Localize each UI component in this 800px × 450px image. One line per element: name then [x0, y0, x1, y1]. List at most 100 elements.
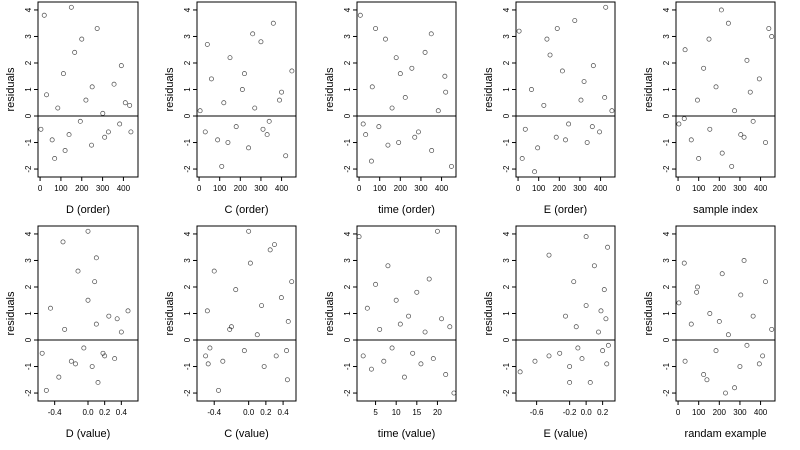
- data-point: [578, 97, 584, 103]
- data-point: [368, 158, 374, 164]
- data-point: [85, 228, 91, 234]
- y-tick-label: 1: [502, 311, 511, 316]
- data-point: [747, 89, 753, 95]
- y-tick-label: 1: [183, 311, 192, 316]
- data-point: [451, 390, 457, 396]
- data-point: [215, 137, 221, 143]
- y-tick-label: -1: [502, 138, 511, 146]
- y-tick-label: 3: [502, 258, 511, 263]
- data-point: [261, 364, 267, 369]
- data-point: [277, 97, 282, 103]
- data-point: [363, 132, 369, 138]
- x-tick-label: 300: [96, 184, 110, 193]
- data-point: [376, 124, 382, 130]
- data-point: [412, 134, 418, 140]
- y-tick-label: 2: [183, 284, 192, 289]
- data-point: [89, 142, 94, 148]
- plot-frame: [196, 225, 297, 402]
- data-point: [406, 313, 412, 319]
- data-point: [449, 163, 454, 169]
- data-point: [766, 26, 772, 31]
- data-point: [567, 364, 573, 369]
- data-point: [738, 292, 744, 298]
- y-tick-label: -1: [183, 362, 192, 370]
- data-point: [239, 87, 245, 92]
- y-tick-label: 3: [502, 34, 511, 39]
- y-tick-label: 2: [24, 60, 33, 65]
- y-tick-label: 4: [343, 7, 352, 12]
- data-point: [516, 28, 522, 34]
- data-point: [443, 372, 449, 377]
- data-point: [681, 116, 687, 122]
- data-point: [264, 132, 270, 138]
- x-axis-label: E (value): [543, 428, 587, 440]
- panel-3: -2 -1 0 1 2 3 4 residuals 0 100 200 300 400 time (ord…: [324, 1, 457, 216]
- data-point: [89, 84, 95, 90]
- plot-frame: [356, 225, 457, 402]
- x-tick-label: 400: [117, 184, 131, 193]
- data-point: [216, 387, 221, 393]
- y-axis-label: residuals: [483, 67, 495, 112]
- data-point: [85, 297, 91, 303]
- data-point: [197, 108, 203, 114]
- data-point: [402, 95, 408, 100]
- y-axis-label: residuals: [643, 291, 655, 336]
- panel-9: -2 -1 0 1 2 3 4 residuals -0.6 -0.2 0.0 0.2 E (value…: [483, 225, 616, 440]
- data-point: [517, 369, 523, 375]
- data-point: [102, 134, 108, 140]
- data-point: [559, 68, 565, 74]
- x-axis-label: sample index: [693, 204, 758, 216]
- y-tick-label: -2: [24, 389, 33, 397]
- data-point: [389, 105, 395, 111]
- data-point: [118, 329, 124, 335]
- data-point: [285, 319, 291, 324]
- data-point: [760, 353, 766, 359]
- x-tick-label: 0.0: [243, 408, 255, 417]
- panel-5: -2 -1 0 1 2 3 4 residuals 0 100 200 300 400 sample in…: [643, 1, 776, 216]
- panel-1: -2 -1 0 1 2 3 4 residuals 0 100 200 300 400 D (order): [5, 1, 139, 216]
- data-point: [544, 36, 550, 42]
- data-point: [227, 55, 233, 61]
- x-axis-label: C (value): [224, 428, 269, 440]
- data-point: [410, 350, 416, 356]
- y-tick-label: 3: [343, 258, 352, 263]
- data-point: [422, 49, 428, 55]
- panel-10: -2 -1 0 1 2 3 4 residuals 0 100 200 300 400 randam ex…: [643, 225, 776, 440]
- data-point: [600, 348, 606, 354]
- y-tick-label: -2: [662, 165, 671, 173]
- data-point: [56, 374, 62, 380]
- data-point: [750, 313, 756, 319]
- y-tick-label: -1: [662, 138, 671, 146]
- data-point: [428, 31, 434, 37]
- data-point: [553, 134, 559, 140]
- data-point: [744, 57, 750, 63]
- data-point: [89, 364, 95, 369]
- data-point: [102, 353, 108, 359]
- data-point: [105, 129, 111, 135]
- data-point: [68, 4, 74, 10]
- y-tick-label: -1: [24, 138, 33, 146]
- y-axis-label: residuals: [483, 291, 495, 336]
- data-point: [62, 148, 68, 153]
- data-point: [572, 18, 578, 24]
- data-point: [241, 348, 247, 354]
- x-tick-label: 0.2: [260, 408, 272, 417]
- data-point: [72, 49, 78, 55]
- data-point: [590, 63, 596, 69]
- data-point: [259, 303, 265, 308]
- data-point: [695, 97, 700, 103]
- data-point: [360, 353, 366, 359]
- data-point: [246, 145, 252, 151]
- data-point: [233, 287, 239, 293]
- data-point: [596, 329, 601, 335]
- data-point: [258, 39, 264, 45]
- x-tick-label: 0: [197, 184, 202, 193]
- x-tick-label: 200: [553, 184, 567, 193]
- data-point: [566, 121, 572, 127]
- y-tick-label: 2: [662, 284, 671, 289]
- data-point: [682, 47, 688, 53]
- data-point: [769, 326, 775, 332]
- x-tick-label: 300: [254, 184, 268, 193]
- data-point: [583, 234, 589, 240]
- y-tick-label: 3: [24, 34, 33, 39]
